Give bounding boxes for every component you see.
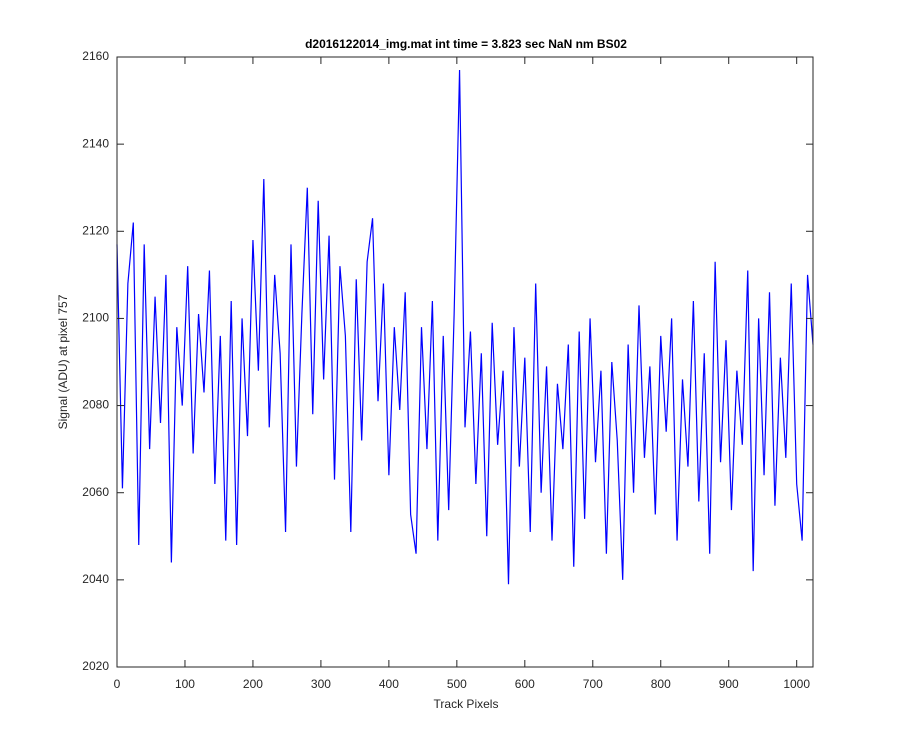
x-tick-label: 0 bbox=[114, 677, 121, 691]
x-tick-label: 700 bbox=[583, 677, 603, 691]
x-tick-label: 300 bbox=[311, 677, 331, 691]
y-tick-label: 2020 bbox=[82, 659, 109, 673]
x-tick-label: 600 bbox=[515, 677, 535, 691]
y-tick-label: 2060 bbox=[82, 485, 109, 499]
y-tick-label: 2080 bbox=[82, 398, 109, 412]
y-tick-label: 2100 bbox=[82, 311, 109, 325]
y-tick-label: 2160 bbox=[82, 49, 109, 63]
x-tick-label: 400 bbox=[379, 677, 399, 691]
data-line bbox=[116, 70, 814, 585]
chart-title: d2016122014_img.mat int time = 3.823 sec… bbox=[305, 37, 627, 51]
y-tick-label: 2040 bbox=[82, 572, 109, 586]
y-tick-label: 2140 bbox=[82, 136, 109, 150]
x-tick-label: 100 bbox=[175, 677, 195, 691]
x-tick-label: 1000 bbox=[783, 677, 810, 691]
x-tick-label: 500 bbox=[447, 677, 467, 691]
x-tick-label: 800 bbox=[651, 677, 671, 691]
x-tick-label: 200 bbox=[243, 677, 263, 691]
x-tick-label: 900 bbox=[719, 677, 739, 691]
plot-frame bbox=[116, 56, 814, 668]
y-axis-label: Signal (ADU) at pixel 757 bbox=[56, 294, 70, 429]
x-axis-label: Track Pixels bbox=[434, 697, 499, 711]
y-tick-label: 2120 bbox=[82, 223, 109, 237]
